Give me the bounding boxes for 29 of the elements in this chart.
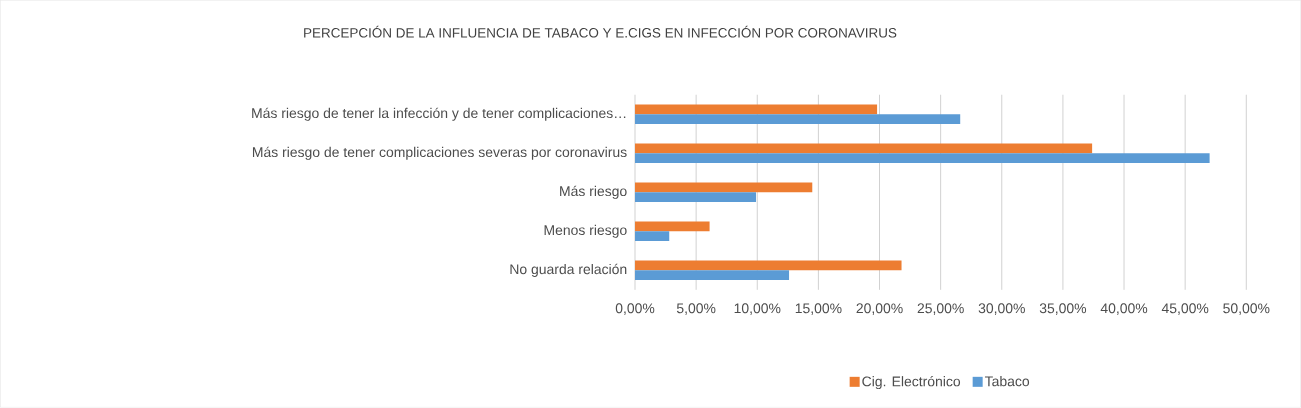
x-tick-label: 50,00% [1223, 303, 1270, 316]
x-tick-label: 20,00% [856, 303, 903, 316]
bar [635, 143, 1093, 154]
bar [635, 182, 813, 193]
y-tick-label: Menos riesgo [544, 224, 627, 238]
x-tick-label: 40,00% [1100, 303, 1148, 316]
x-tick-label: 5,00% [676, 303, 716, 316]
chart-title: PERCEPCIÓN DE LA INFLUENCIA DE TABACO Y E.CIGS EN INFECCIÓN POR CORONAVIRUS [304, 26, 897, 38]
bar [635, 114, 961, 125]
bar [635, 270, 790, 281]
x-tick-label: 45,00% [1161, 303, 1209, 316]
bar [635, 260, 902, 271]
bar [635, 153, 1210, 164]
x-tick-label: 15,00% [795, 303, 842, 316]
y-tick-label: Más riesgo de tener la infección y de tener complicaciones… [252, 107, 626, 122]
y-tick-label: Más riesgo [560, 185, 627, 200]
bar [635, 231, 670, 242]
y-tick-label: Más riesgo de tener complicaciones severas por coronavirus [252, 146, 627, 161]
x-tick-label: 10,00% [734, 303, 781, 316]
legend-label: Cig. Electrónico [862, 376, 961, 390]
x-tick-label: 0,00% [615, 303, 655, 316]
x-tick-label: 35,00% [1039, 303, 1087, 316]
x-tick-label: 25,00% [917, 303, 964, 316]
bar [635, 192, 757, 203]
bar [635, 104, 878, 115]
y-tick-label: No guarda relación [510, 263, 627, 278]
legend-label: Tabaco [984, 376, 1030, 387]
bar [635, 221, 710, 232]
x-tick-label: 30,00% [978, 303, 1025, 316]
